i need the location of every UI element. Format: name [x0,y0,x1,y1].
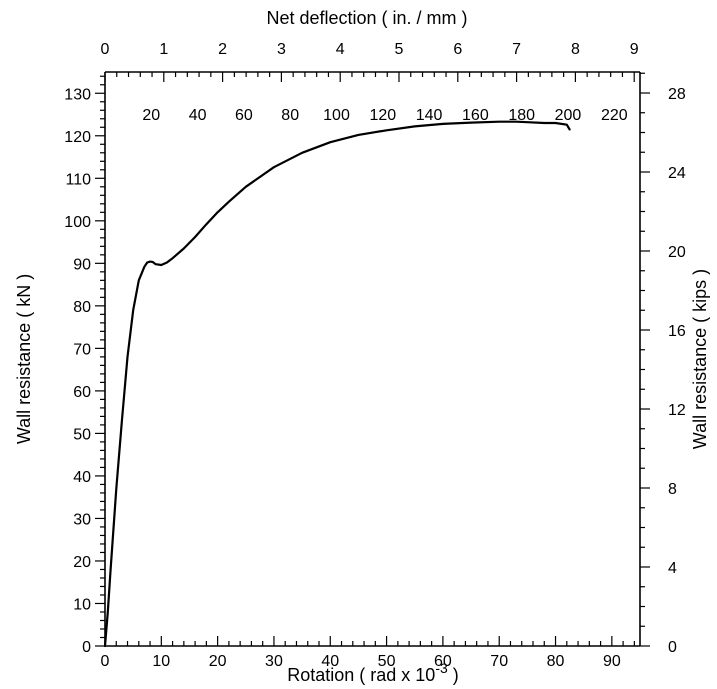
right-axis-title: Wall resistance ( kips ) [690,269,710,449]
x-top-mm-tick-label: 60 [235,107,253,124]
x-bottom-tick-label: 60 [434,653,452,670]
y-right-tick-label: 12 [668,402,686,419]
left-axis-title: Wall resistance ( kN ) [14,274,34,444]
series-layer [103,120,571,648]
y-right-tick-label: 28 [668,86,686,103]
x-bottom-tick-label: 10 [152,653,170,670]
bottom-axis-title: Rotation ( rad x 10-3 ) [287,660,459,685]
y-left-tick-label: 70 [73,341,91,358]
x-top-mm-tick-label: 80 [281,107,299,124]
y-left-tick-label: 120 [64,129,91,146]
x-top-mm-tick-label: 200 [555,107,582,124]
y-right-tick-label: 0 [668,639,677,656]
x-top-tick-label: 5 [395,41,404,58]
x-bottom-tick-label: 70 [490,653,508,670]
bottom-axis-title-exponent: -3 [435,660,448,676]
series-line-1 [103,120,571,648]
x-top-tick-label: 6 [453,41,462,58]
y-left-tick-label: 60 [73,384,91,401]
x-bottom-tick-label: 20 [209,653,227,670]
x-bottom-tick-label: 0 [101,653,110,670]
y-left-tick-label: 30 [73,511,91,528]
y-left-tick-label: 40 [73,469,91,486]
tick-labels-layer: 0 10 20 30 40 50 60 70 80 900 1 2 3 4 5 6 7 8 920 40 60 80 100… [64,41,686,670]
y-right-tick-label: 20 [668,244,686,261]
x-top-tick-label: 2 [218,41,227,58]
x-top-mm-tick-label: 40 [189,107,207,124]
y-left-tick-label: 0 [82,639,91,656]
x-top-mm-tick-label: 160 [462,107,489,124]
y-left-tick-label: 20 [73,554,91,571]
x-top-mm-tick-label: 220 [601,107,628,124]
top-axis-title: Net deflection ( in. / mm ) [266,8,467,28]
x-top-mm-tick-label: 180 [508,107,535,124]
plot-frame [104,71,641,647]
x-bottom-tick-label: 80 [547,653,565,670]
x-top-mm-tick-label: 120 [369,107,396,124]
x-top-tick-label: 3 [277,41,286,58]
x-top-mm-tick-label: 100 [323,107,350,124]
x-top-tick-label: 9 [630,41,639,58]
x-top-mm-tick-label: 20 [142,107,160,124]
y-right-tick-label: 24 [668,165,686,182]
x-top-tick-label: 1 [159,41,168,58]
x-bottom-tick-label: 90 [603,653,621,670]
y-left-tick-label: 10 [73,596,91,613]
y-left-tick-label: 100 [64,214,91,231]
x-top-tick-label: 0 [101,41,110,58]
y-right-tick-label: 16 [668,323,686,340]
y-right-tick-label: 8 [668,481,677,498]
bottom-axis-title-end: ) [448,665,459,685]
y-left-tick-label: 130 [64,86,91,103]
y-left-tick-label: 50 [73,426,91,443]
x-top-mm-tick-label: 140 [416,107,443,124]
x-bottom-tick-label: 30 [265,653,283,670]
ticks-layer [95,72,650,647]
x-top-tick-label: 4 [336,41,345,58]
y-left-tick-label: 90 [73,256,91,273]
y-right-tick-label: 4 [668,560,677,577]
x-top-tick-label: 8 [571,41,580,58]
x-bottom-tick-label: 40 [321,653,339,670]
y-left-tick-label: 80 [73,299,91,316]
bottom-axis-title-main: Rotation ( rad x 10 [287,665,435,685]
x-bottom-tick-label: 50 [378,653,396,670]
x-top-tick-label: 7 [512,41,521,58]
y-left-tick-label: 110 [65,171,91,188]
